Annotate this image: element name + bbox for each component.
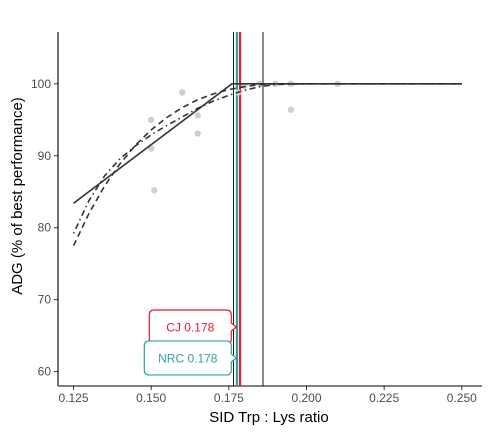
x-tick-label: 0.200 <box>291 391 321 405</box>
data-point <box>147 116 155 123</box>
x-tick-label: 0.150 <box>136 391 166 405</box>
fitted-curves <box>72 83 462 247</box>
data-points <box>147 80 341 194</box>
data-point <box>287 106 295 113</box>
y-tick-label: 60 <box>38 365 52 379</box>
data-point <box>194 130 201 137</box>
callout-label: NRC 0.178 <box>158 351 218 365</box>
y-tick-label: 80 <box>38 221 52 235</box>
x-tick-label: 0.125 <box>59 391 89 405</box>
callout-label: CJ 0.178 <box>166 321 214 335</box>
x-tick-label: 0.250 <box>447 391 477 405</box>
callout-layer: CJ 0.178 NRC 0.178 <box>143 309 238 376</box>
tick-layer: 0.125 0.150 0.175 0.200 0.225 0.250 60 70 80 90 10… <box>31 77 477 405</box>
x-tick-label: 0.175 <box>214 391 244 405</box>
y-axis-title: ADG (% of best performance) <box>9 97 26 295</box>
solid-curve <box>73 83 462 204</box>
dashed-curve <box>72 83 462 247</box>
data-point <box>151 187 158 194</box>
y-tick-label: 100 <box>31 77 51 91</box>
dotdash-curve <box>72 83 462 234</box>
x-tick-label: 0.225 <box>369 391 399 405</box>
axis-layer <box>57 32 482 387</box>
data-point <box>194 112 201 119</box>
y-tick-label: 70 <box>38 293 52 307</box>
data-point <box>179 89 186 96</box>
y-tick-label: 90 <box>38 149 52 163</box>
callout-box <box>143 340 238 376</box>
data-point <box>147 145 155 152</box>
x-axis-title: SID Trp : Lys ratio <box>209 409 328 426</box>
